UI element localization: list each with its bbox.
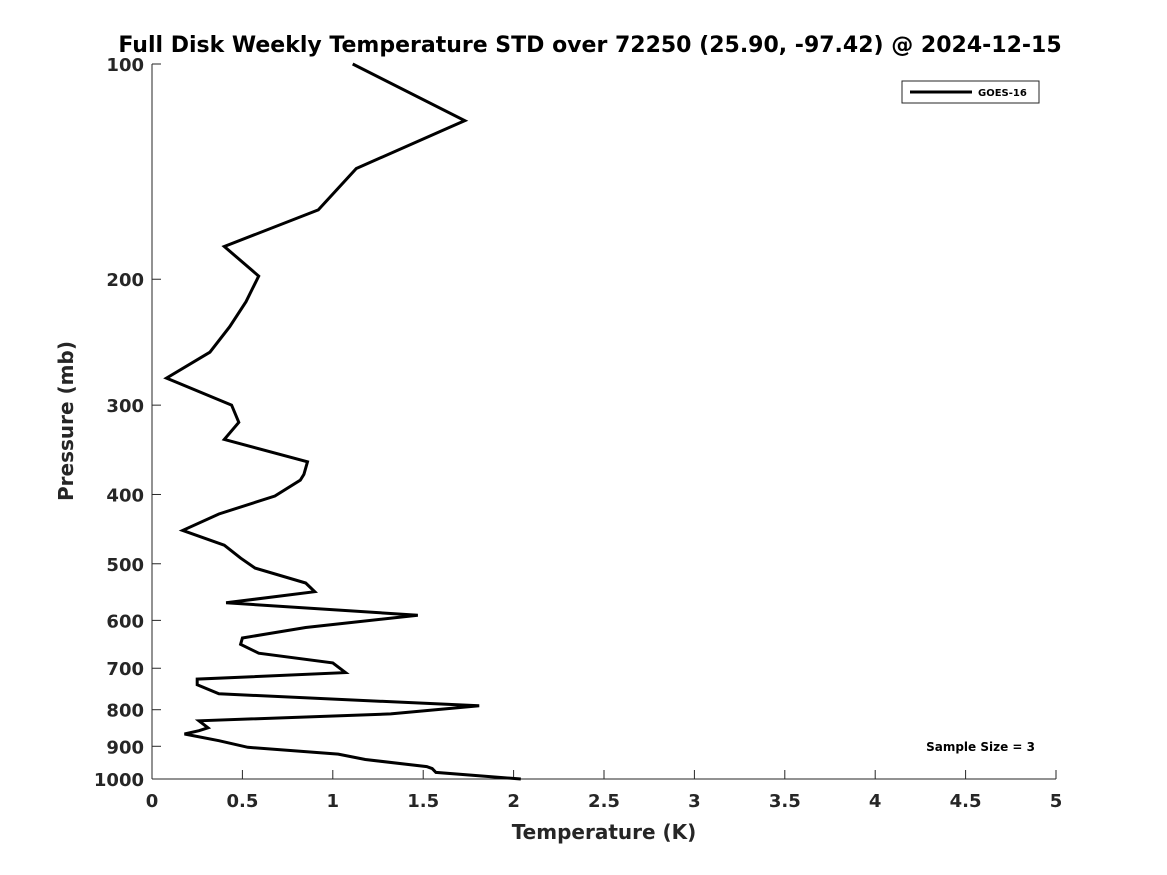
y-tick-label: 500 — [106, 555, 144, 576]
x-tick-label: 0.5 — [226, 791, 258, 812]
x-tick-label: 3.5 — [769, 791, 801, 812]
y-axis-label: Pressure (mb) — [54, 341, 78, 501]
y-tick-label: 600 — [106, 611, 144, 632]
x-tick-label: 4 — [869, 791, 882, 812]
y-tick-label: 300 — [106, 396, 144, 417]
x-tick-label: 5 — [1050, 791, 1063, 812]
sample-size-annotation: Sample Size = 3 — [926, 740, 1035, 754]
y-tick-label: 700 — [106, 659, 144, 680]
plot-area — [151, 64, 1056, 780]
y-tick-label: 200 — [106, 270, 144, 291]
x-tick-label: 0 — [146, 791, 159, 812]
x-tick-label: 1 — [327, 791, 340, 812]
x-tick-label: 3 — [688, 791, 701, 812]
legend-entry-goes-16: GOES-16 — [978, 88, 1027, 99]
x-axis-label: Temperature (K) — [512, 820, 697, 844]
y-tick-label: 400 — [106, 485, 144, 506]
x-tick-label: 4.5 — [950, 791, 982, 812]
series-layer — [163, 62, 521, 781]
y-tick-label: 1000 — [94, 770, 144, 791]
y-tick-label: 100 — [106, 55, 144, 76]
legend: GOES-16 — [901, 80, 1040, 104]
x-axis-ticks: 0 0.5 1 1.5 2 2.5 3 3.5 4 4.5 5 — [146, 770, 1063, 812]
y-axis-ticks: 100 200 300 400 500 600 700 800 900 1000 — [94, 55, 161, 791]
series-line-goes-16 — [163, 62, 521, 781]
y-tick-label: 800 — [106, 701, 144, 722]
x-tick-label: 1.5 — [407, 791, 439, 812]
x-tick-label: 2 — [507, 791, 520, 812]
chart-title: Full Disk Weekly Temperature STD over 72… — [118, 33, 1061, 58]
y-tick-label: 900 — [106, 737, 144, 758]
x-tick-label: 2.5 — [588, 791, 620, 812]
